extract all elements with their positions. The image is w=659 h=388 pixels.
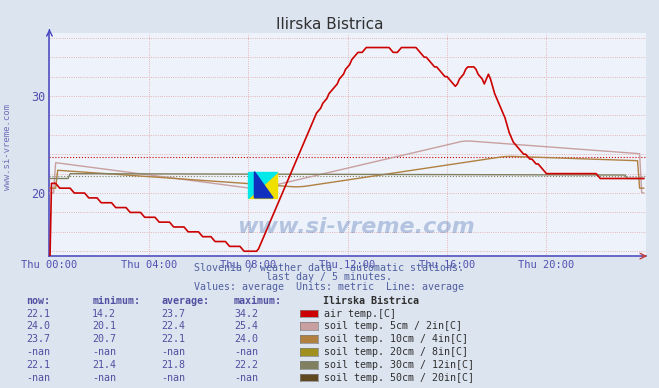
Text: -nan: -nan — [26, 372, 50, 383]
Text: -nan: -nan — [234, 347, 258, 357]
Text: 22.1: 22.1 — [26, 308, 50, 319]
Text: -nan: -nan — [161, 372, 185, 383]
Text: 24.0: 24.0 — [234, 334, 258, 344]
Text: 22.2: 22.2 — [234, 360, 258, 370]
Text: -nan: -nan — [92, 372, 116, 383]
Text: -nan: -nan — [161, 347, 185, 357]
Text: 24.0: 24.0 — [26, 321, 50, 331]
Text: -nan: -nan — [92, 347, 116, 357]
Text: 23.7: 23.7 — [161, 308, 185, 319]
Text: Ilirska Bistrica: Ilirska Bistrica — [275, 17, 384, 33]
Text: 34.2: 34.2 — [234, 308, 258, 319]
Text: www.si-vreme.com: www.si-vreme.com — [3, 104, 13, 191]
Text: 22.1: 22.1 — [26, 360, 50, 370]
Text: -nan: -nan — [234, 372, 258, 383]
Text: 25.4: 25.4 — [234, 321, 258, 331]
Text: 20.1: 20.1 — [92, 321, 116, 331]
Text: soil temp. 20cm / 8in[C]: soil temp. 20cm / 8in[C] — [324, 347, 468, 357]
Text: soil temp. 30cm / 12in[C]: soil temp. 30cm / 12in[C] — [324, 360, 474, 370]
Polygon shape — [248, 171, 277, 198]
Text: soil temp. 10cm / 4in[C]: soil temp. 10cm / 4in[C] — [324, 334, 468, 344]
Text: air temp.[C]: air temp.[C] — [324, 308, 395, 319]
Text: now:: now: — [26, 296, 50, 306]
Polygon shape — [254, 171, 273, 198]
Text: minimum:: minimum: — [92, 296, 140, 306]
Text: Slovenia / weather data - automatic stations.: Slovenia / weather data - automatic stat… — [194, 263, 465, 273]
Text: 14.2: 14.2 — [92, 308, 116, 319]
Text: 21.8: 21.8 — [161, 360, 185, 370]
Text: Ilirska Bistrica: Ilirska Bistrica — [323, 296, 419, 306]
Text: last day / 5 minutes.: last day / 5 minutes. — [266, 272, 393, 282]
Text: Values: average  Units: metric  Line: average: Values: average Units: metric Line: aver… — [194, 282, 465, 292]
Text: -nan: -nan — [26, 347, 50, 357]
Text: www.si-vreme.com: www.si-vreme.com — [237, 217, 474, 237]
Text: average:: average: — [161, 296, 210, 306]
Polygon shape — [248, 171, 277, 198]
Text: 22.4: 22.4 — [161, 321, 185, 331]
Text: 23.7: 23.7 — [26, 334, 50, 344]
Text: soil temp. 5cm / 2in[C]: soil temp. 5cm / 2in[C] — [324, 321, 461, 331]
Text: 22.1: 22.1 — [161, 334, 185, 344]
Text: maximum:: maximum: — [234, 296, 282, 306]
Text: 21.4: 21.4 — [92, 360, 116, 370]
Text: soil temp. 50cm / 20in[C]: soil temp. 50cm / 20in[C] — [324, 372, 474, 383]
Text: 20.7: 20.7 — [92, 334, 116, 344]
